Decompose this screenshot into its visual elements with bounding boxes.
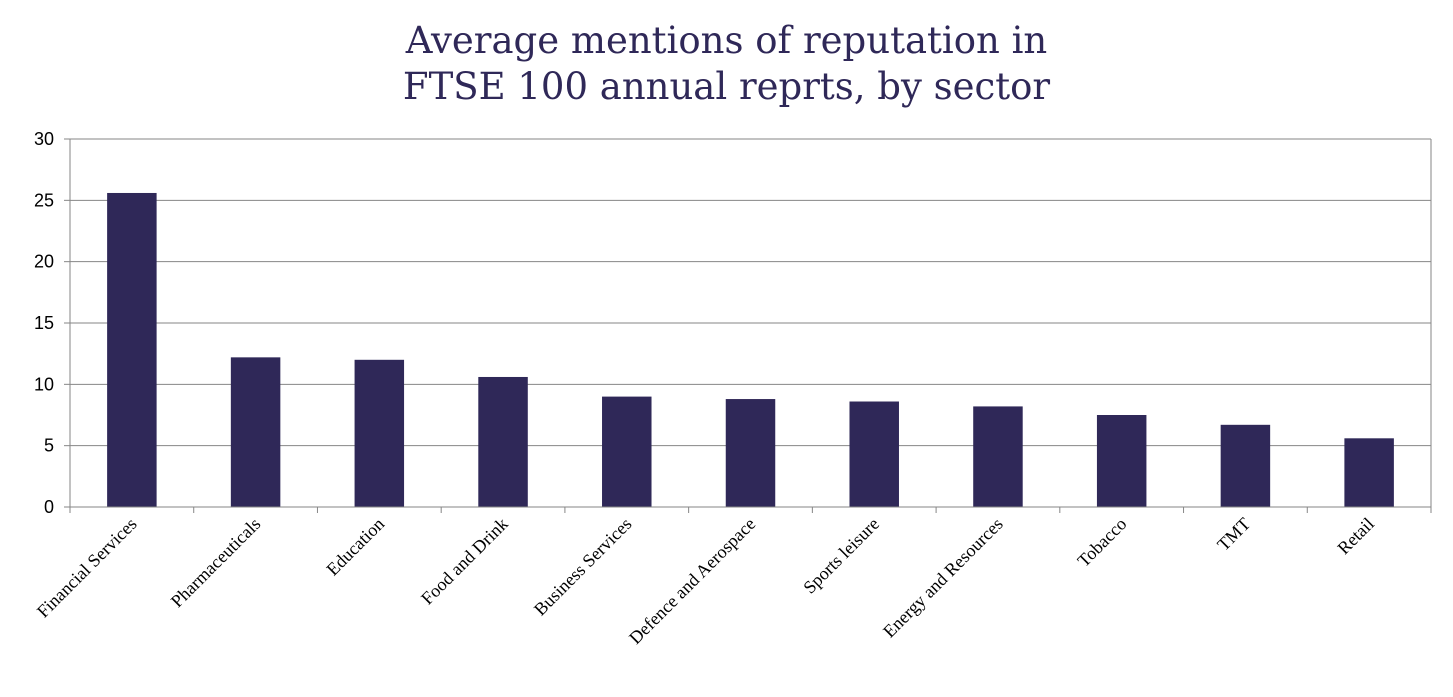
bar (973, 406, 1023, 507)
x-tick-label: Defence and Aerospace (625, 514, 759, 648)
x-tick-label: TMT (1213, 514, 1254, 555)
x-tick-label: Food and Drink (417, 514, 512, 609)
x-tick-label: Financial Services (33, 514, 141, 622)
bar (478, 376, 528, 507)
y-tick-label: 0 (44, 497, 54, 517)
bar (107, 192, 157, 507)
x-tick-label: Sports leisure (799, 514, 883, 598)
y-tick-label: 20 (34, 252, 54, 272)
bars (107, 192, 1394, 507)
bar (1096, 415, 1147, 507)
x-tick-label: Education (322, 514, 388, 580)
x-tick-label: Business Services (530, 514, 636, 620)
bar (354, 359, 405, 507)
x-tick-labels: Financial Services Pharmaceuticals Educati… (33, 514, 1378, 648)
x-tick-label: Tobacco (1073, 514, 1130, 571)
bar (1220, 424, 1271, 507)
y-tick-label: 5 (44, 436, 54, 456)
x-tick-label: Energy and Resources (879, 514, 1007, 642)
bar (230, 357, 281, 507)
axes (64, 138, 1432, 513)
bar (725, 399, 776, 507)
y-tick-label: 15 (34, 313, 54, 333)
bar (602, 396, 652, 507)
chart-title-line-2: FTSE 100 annual reprts, by sector (402, 65, 1051, 108)
chart-title: Average mentions of reputation in FTSE 1… (0, 18, 1453, 110)
y-tick-labels: 0 5 10 15 20 25 30 (34, 129, 54, 517)
y-tick-label: 25 (34, 190, 54, 210)
y-tick-label: 10 (34, 374, 54, 394)
bar (849, 401, 899, 507)
chart-title-line-1: Average mentions of reputation in (405, 19, 1048, 62)
y-tick-label: 30 (34, 129, 54, 149)
x-tick-label: Retail (1333, 514, 1378, 559)
x-tick-label: Pharmaceuticals (167, 514, 265, 612)
bar (1344, 438, 1394, 507)
